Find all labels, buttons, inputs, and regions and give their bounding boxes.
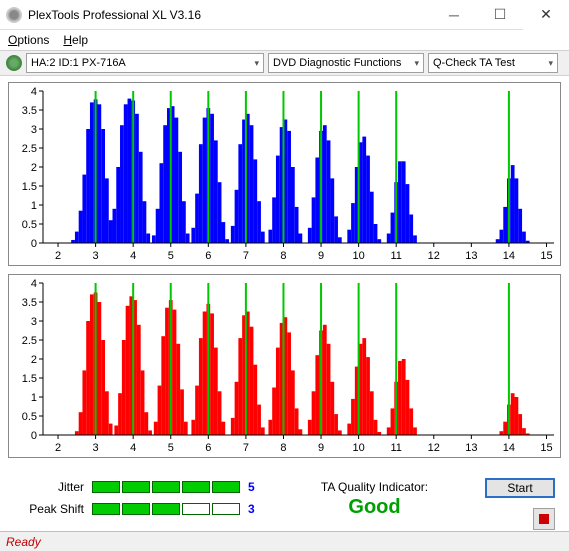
svg-text:12: 12 xyxy=(428,442,440,454)
svg-text:6: 6 xyxy=(205,250,211,262)
svg-text:4: 4 xyxy=(130,250,136,262)
svg-text:11: 11 xyxy=(390,250,401,262)
app-icon xyxy=(6,7,22,23)
svg-text:0.5: 0.5 xyxy=(22,219,37,231)
minimize-button[interactable]: ─ xyxy=(431,0,477,30)
chart-top: 0 0.5 1 1.5 2 2.5 3 3.5 4 2 3 4 5 6 7 8 9 10 11 12 13 14 15 xyxy=(8,82,561,266)
svg-text:2: 2 xyxy=(31,354,37,366)
menu-help[interactable]: Help xyxy=(63,33,88,47)
window-title: PlexTools Professional XL V3.16 xyxy=(28,8,431,22)
svg-text:1.5: 1.5 xyxy=(22,181,37,193)
svg-text:3: 3 xyxy=(93,442,99,454)
chart-bottom: 0 0.5 1 1.5 2 2.5 3 3.5 4 2 3 4 5 6 7 8 9 10 11 12 13 14 15 xyxy=(8,274,561,458)
svg-text:7: 7 xyxy=(243,442,249,454)
svg-text:9: 9 xyxy=(318,250,324,262)
status-text: Ready xyxy=(6,535,41,549)
svg-text:1: 1 xyxy=(31,392,37,404)
svg-text:4: 4 xyxy=(31,278,37,290)
close-button[interactable]: ✕ xyxy=(523,0,569,30)
svg-text:14: 14 xyxy=(503,442,515,454)
svg-text:0.5: 0.5 xyxy=(22,411,37,423)
svg-text:11: 11 xyxy=(390,442,401,454)
menu-bar: Options Help xyxy=(0,30,569,50)
peakshift-label: Peak Shift xyxy=(14,502,84,516)
svg-text:2: 2 xyxy=(55,250,61,262)
svg-text:2.5: 2.5 xyxy=(22,335,37,347)
test-select[interactable]: Q-Check TA Test xyxy=(428,53,558,73)
quality-label: TA Quality Indicator: xyxy=(274,480,475,494)
title-bar: PlexTools Professional XL V3.16 ─ ☐ ✕ xyxy=(0,0,569,30)
svg-text:4: 4 xyxy=(31,86,37,98)
jitter-label: Jitter xyxy=(14,480,84,494)
device-icon xyxy=(6,55,22,71)
svg-text:3: 3 xyxy=(31,316,37,328)
category-select[interactable]: DVD Diagnostic Functions xyxy=(268,53,424,73)
jitter-meter xyxy=(92,481,240,493)
svg-text:1.5: 1.5 xyxy=(22,373,37,385)
svg-text:3: 3 xyxy=(93,250,99,262)
svg-text:3.5: 3.5 xyxy=(22,297,37,309)
bottom-panel: Jitter 5 Peak Shift 3 TA Quality Indicat… xyxy=(0,466,569,536)
quality-group: TA Quality Indicator: Good xyxy=(274,476,475,519)
quality-value: Good xyxy=(274,496,475,519)
svg-text:0: 0 xyxy=(31,430,37,442)
svg-text:10: 10 xyxy=(352,250,364,262)
maximize-button[interactable]: ☐ xyxy=(477,0,523,30)
status-bar: Ready xyxy=(0,531,569,551)
svg-text:0: 0 xyxy=(31,238,37,250)
svg-text:5: 5 xyxy=(168,250,174,262)
svg-text:6: 6 xyxy=(205,442,211,454)
device-select[interactable]: HA:2 ID:1 PX-716A xyxy=(26,53,264,73)
svg-text:4: 4 xyxy=(130,442,136,454)
start-button[interactable]: Start xyxy=(485,478,555,498)
svg-text:1: 1 xyxy=(31,200,37,212)
svg-text:3: 3 xyxy=(31,124,37,136)
menu-options[interactable]: Options xyxy=(8,33,49,47)
svg-text:8: 8 xyxy=(280,442,286,454)
stop-button[interactable] xyxy=(533,508,555,530)
svg-text:7: 7 xyxy=(243,250,249,262)
svg-text:3.5: 3.5 xyxy=(22,105,37,117)
svg-text:2: 2 xyxy=(31,162,37,174)
peakshift-value: 3 xyxy=(248,502,255,516)
svg-text:12: 12 xyxy=(428,250,440,262)
svg-text:8: 8 xyxy=(280,250,286,262)
svg-text:5: 5 xyxy=(168,442,174,454)
svg-text:10: 10 xyxy=(352,442,364,454)
svg-text:13: 13 xyxy=(465,442,477,454)
meter-column: Jitter 5 Peak Shift 3 xyxy=(14,476,274,520)
peakshift-meter xyxy=(92,503,240,515)
toolbar: HA:2 ID:1 PX-716A DVD Diagnostic Functio… xyxy=(0,50,569,76)
svg-text:13: 13 xyxy=(465,250,477,262)
svg-text:9: 9 xyxy=(318,442,324,454)
svg-text:15: 15 xyxy=(540,250,552,262)
svg-text:2.5: 2.5 xyxy=(22,143,37,155)
svg-text:14: 14 xyxy=(503,250,515,262)
chart-area: 00.511.522.533.5423456789101112131415 00… xyxy=(0,76,569,458)
svg-text:2: 2 xyxy=(55,442,61,454)
jitter-value: 5 xyxy=(248,480,255,494)
svg-text:15: 15 xyxy=(540,442,552,454)
